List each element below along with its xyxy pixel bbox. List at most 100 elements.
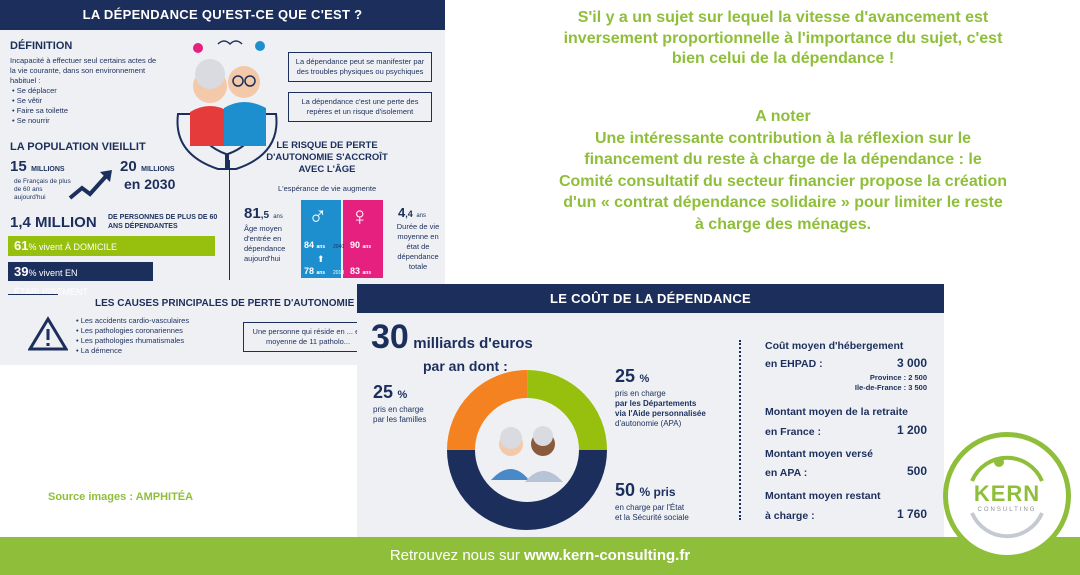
image-source: Source images : AMPHITÉA: [48, 491, 194, 503]
female-2040: 90 ans: [350, 240, 372, 250]
male-2018: 78 ans: [304, 266, 326, 276]
quote-line: bien celui de la dépendance !: [671, 50, 895, 67]
dotted-divider: [739, 340, 741, 520]
female-2018: 83 ans: [350, 266, 372, 276]
pop-future-year: en 2030: [124, 176, 176, 192]
list-item: Les pathologies coronariennes: [76, 326, 189, 336]
entry-age-unit: ans: [273, 214, 283, 220]
risk-subtitle: L'espérance de vie augmente: [278, 184, 377, 193]
note-line: d'un « contrat dépendance solidaire » po…: [563, 194, 1003, 211]
donut-segment-état: [447, 370, 607, 530]
apa-share: 25 %: [615, 366, 649, 387]
province-value: 2 500: [908, 373, 927, 382]
logo-name: KERN: [973, 481, 1041, 506]
families-pct-sign: %: [397, 389, 408, 401]
elderly-couple-icon: [491, 426, 563, 482]
info-box-isolation: La dépendance c'est une perte des repère…: [288, 92, 432, 122]
elderly-couple-illustration: [176, 40, 278, 170]
acts-list: Se déplacer Se vêtir Faire sa toilette S…: [12, 86, 68, 126]
state-share: 50 % pris: [615, 480, 676, 501]
state-pct-sign: % pris: [639, 485, 676, 499]
warning-icon: [28, 316, 68, 351]
families-pct: 25: [373, 382, 394, 402]
entry-age-number: 81: [244, 205, 261, 222]
pop-future-unit: MILLIONS: [141, 166, 175, 173]
causes-title: LES CAUSES PRINCIPALES DE PERTE D'AUTONO…: [95, 298, 355, 309]
note-title: A noter: [755, 108, 811, 125]
trend-up-icon: [68, 170, 112, 200]
website-link[interactable]: www.kern-consulting.fr: [524, 547, 691, 564]
note-block: A noter Une intéressante contribution à …: [488, 106, 1078, 235]
apa-pct: 25: [615, 366, 636, 386]
info1-title: LA DÉPENDANCE QU'EST-CE QUE C'EST ?: [0, 0, 445, 30]
arrow-up-icon: ⬆: [317, 254, 325, 264]
quote-line: inversement proportionnelle à l'importan…: [563, 29, 1003, 47]
note-line: Comité consultatif du secteur financier …: [558, 172, 1008, 190]
apa-text-1: pris en charge: [615, 389, 666, 398]
logo-tagline: CONSULTING: [977, 507, 1037, 513]
dependants-number: 1,4 MILLION: [10, 214, 97, 231]
cost-donut-chart: [447, 370, 607, 530]
per-year: par an dont :: [423, 358, 508, 374]
male-column: ♂ 84 ans ⬆ 78 ans: [301, 200, 341, 278]
pension-label-2: en France :: [765, 426, 822, 438]
donut-segment-familles: [447, 370, 607, 530]
list-item: La démence: [76, 346, 189, 356]
rest-value: 1 760: [896, 507, 927, 521]
pop-future: 20 MILLIONS: [120, 158, 175, 176]
apa-amount-label-1: Montant moyen versé: [765, 448, 873, 460]
definition-title: DÉFINITION: [10, 40, 73, 52]
list-item: Se déplacer: [12, 86, 68, 96]
total-cost-unit: milliards d'euros: [413, 335, 533, 352]
info-box-physical: La dépendance peut se manifester par des…: [288, 52, 432, 82]
apa-pct-sign: %: [639, 373, 650, 385]
entry-age-desc: Âge moyen d'entrée en dépendance aujourd…: [244, 224, 286, 263]
logo-ring-icon: [970, 455, 1044, 539]
note-line: financement du reste à charge de la dépe…: [584, 151, 982, 168]
state-text-2: et la Sécurité sociale: [615, 513, 689, 522]
province-label: Province :: [869, 373, 907, 382]
duration-number: 4: [398, 205, 406, 220]
pop-now-unit: MILLIONS: [31, 166, 65, 173]
inst-text: % vivent EN ÉTABLISSEMENT: [14, 268, 88, 297]
duration: 4,4 ans: [398, 205, 426, 220]
rest-label-2: à charge :: [765, 510, 815, 522]
apa-text-2: par les Départements: [615, 399, 697, 408]
footer-prefix: Retrouvez nous sur: [389, 547, 525, 564]
kern-logo[interactable]: KERN CONSULTING: [943, 432, 1071, 560]
institution-bar: 39% vivent EN ÉTABLISSEMENT: [8, 262, 153, 297]
year-2040-label: 2040: [333, 244, 345, 250]
info2-title: LE COÛT DE LA DÉPENDANCE: [357, 284, 944, 313]
home-text: % vivent À DOMICILE: [28, 242, 117, 252]
families-share: 25 %: [373, 382, 407, 403]
causes-list: Les accidents cardio-vasculaires Les pat…: [76, 316, 189, 356]
apa-text-4: d'autonomie (APA): [615, 419, 682, 428]
idf-row: Ile-de-France : 3 500: [827, 383, 927, 393]
duration-desc: Durée de vie moyenne en état de dépendan…: [396, 222, 440, 271]
male-2040: 84 ans: [304, 240, 326, 250]
list-item: Les accidents cardio-vasculaires: [76, 316, 189, 326]
infographic-dependency-definition: LA DÉPENDANCE QU'EST-CE QUE C'EST ? DÉFI…: [0, 0, 445, 365]
note-line: à charge des ménages.: [694, 215, 872, 233]
pop-now-number: 15: [10, 158, 27, 175]
infographic-dependency-cost: LE COÛT DE LA DÉPENDANCE 30 milliards d'…: [357, 284, 944, 538]
intro-quote: S'il y a un sujet sur lequel la vitesse …: [488, 8, 1078, 70]
entry-age-decimal: ,5: [260, 210, 270, 221]
male-symbol-icon: ♂: [308, 201, 328, 231]
list-item: Se nourrir: [12, 116, 68, 126]
divider: [8, 294, 58, 295]
state-text-1: en charge par l'État: [615, 503, 685, 512]
list-item: Les pathologies rhumatismales: [76, 336, 189, 346]
idf-value: 3 500: [908, 383, 927, 392]
pop-now-desc: de Français de plus de 60 ans aujourd'hu…: [14, 178, 71, 201]
apa-amount-label-2: en APA :: [765, 467, 808, 479]
total-cost: 30 milliards d'euros: [371, 318, 533, 357]
total-cost-number: 30: [371, 318, 409, 356]
inst-pct: 39: [14, 264, 29, 279]
female-symbol-icon: ♀: [350, 201, 370, 231]
families-text-2: par les familles: [373, 415, 427, 424]
pension-value: 1 200: [896, 423, 927, 437]
state-pct: 50: [615, 480, 636, 500]
dependants-desc: DE PERSONNES DE PLUS DE 60 ANS DÉPENDANT…: [108, 214, 218, 230]
divider: [229, 160, 230, 280]
